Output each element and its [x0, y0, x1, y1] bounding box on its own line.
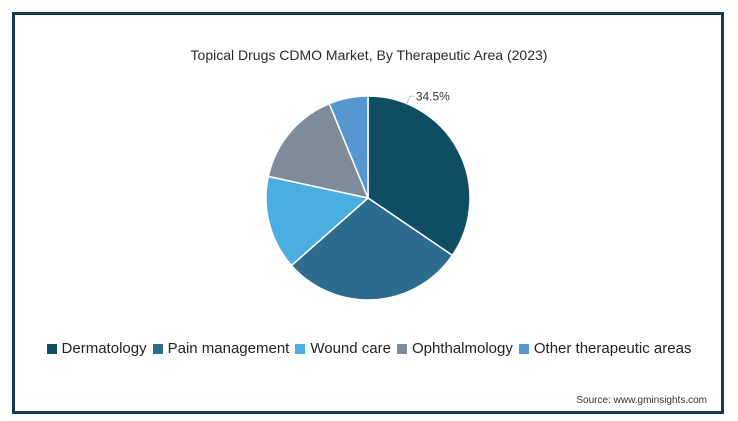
legend-item-pain-management: Pain management: [152, 340, 290, 357]
pie-slice-other-therapeutic-areas: [328, 95, 369, 199]
pie-slice-ophthalmology: [267, 102, 370, 200]
legend-item-other-therapeutic-areas: Other therapeutic areas: [518, 340, 692, 357]
legend-item-ophthalmology: Ophthalmology: [396, 340, 513, 357]
legend-label: Pain management: [167, 340, 290, 357]
pie-slice-pain-management: [290, 197, 454, 301]
legend-item-wound-care: Wound care: [295, 340, 391, 357]
data-label-dermatology: 34.5%: [416, 89, 450, 103]
pie-slice-wound-care: [265, 175, 370, 267]
legend-swatch: [396, 343, 407, 354]
pie-slice-dermatology: [367, 95, 471, 257]
legend-label: Ophthalmology: [411, 340, 513, 357]
legend-label: Wound care: [310, 340, 391, 357]
data-label-leader-line: [406, 95, 414, 104]
legend-label: Dermatology: [61, 340, 147, 357]
legend: Dermatology Pain management Wound care Opht…: [0, 340, 738, 357]
chart-title: Topical Drugs CDMO Market, By Therapeuti…: [190, 47, 548, 63]
legend-item-dermatology: Dermatology: [46, 340, 147, 357]
legend-swatch: [46, 343, 57, 354]
legend-label: Other therapeutic areas: [533, 340, 692, 357]
legend-swatch: [152, 343, 163, 354]
legend-swatch: [518, 343, 529, 354]
legend-swatch: [295, 343, 306, 354]
source-note: Source: www.gminsights.com: [576, 395, 707, 406]
